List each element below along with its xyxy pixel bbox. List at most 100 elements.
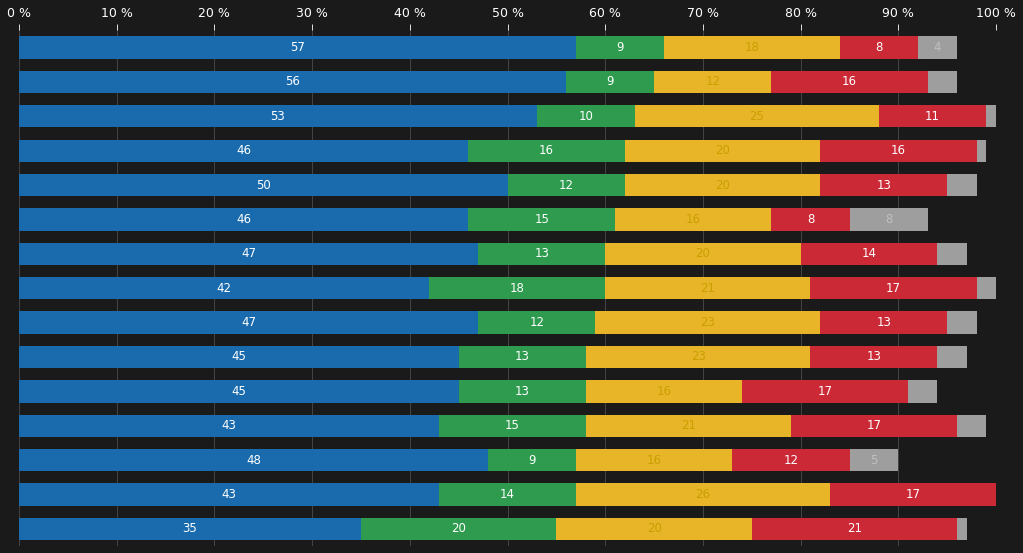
Text: 10: 10 [578, 110, 593, 123]
Text: 21: 21 [847, 523, 862, 535]
Text: 17: 17 [817, 385, 833, 398]
Text: 13: 13 [515, 351, 530, 363]
Text: 14: 14 [861, 247, 877, 260]
Bar [810, 277, 977, 299]
Bar [586, 380, 742, 403]
Bar [810, 346, 937, 368]
Text: 8: 8 [885, 213, 892, 226]
Text: 18: 18 [745, 41, 759, 54]
Bar [19, 415, 439, 437]
Text: 25: 25 [749, 110, 764, 123]
Bar [849, 449, 898, 471]
Text: 17: 17 [886, 281, 901, 295]
Text: 21: 21 [681, 419, 696, 432]
Bar [19, 311, 478, 334]
Bar [19, 483, 439, 505]
Bar [439, 415, 586, 437]
Bar [430, 277, 606, 299]
Text: 26: 26 [696, 488, 710, 501]
Text: 4: 4 [934, 41, 941, 54]
Bar [19, 71, 566, 93]
Text: 48: 48 [246, 453, 261, 467]
Bar [576, 36, 664, 59]
Text: 45: 45 [231, 385, 247, 398]
Bar [586, 346, 810, 368]
Bar [606, 243, 801, 265]
Bar [615, 208, 771, 231]
Bar [840, 36, 918, 59]
Text: 35: 35 [182, 523, 197, 535]
Text: 47: 47 [241, 316, 256, 329]
Bar [361, 518, 557, 540]
Text: 47: 47 [241, 247, 256, 260]
Text: 13: 13 [534, 247, 549, 260]
Bar [958, 518, 967, 540]
Text: 15: 15 [505, 419, 520, 432]
Bar [458, 346, 586, 368]
Bar [586, 415, 791, 437]
Bar [557, 518, 752, 540]
Text: 17: 17 [905, 488, 921, 501]
Text: 16: 16 [842, 75, 857, 88]
Text: 16: 16 [657, 385, 671, 398]
Bar [19, 449, 488, 471]
Bar [19, 243, 478, 265]
Text: 9: 9 [528, 453, 536, 467]
Text: 23: 23 [701, 316, 715, 329]
Bar [19, 346, 458, 368]
Text: 9: 9 [616, 41, 624, 54]
Text: 13: 13 [866, 351, 882, 363]
Bar [937, 243, 967, 265]
Text: 16: 16 [891, 144, 906, 157]
Bar [19, 36, 576, 59]
Bar [576, 483, 830, 505]
Bar [576, 449, 732, 471]
Bar [625, 174, 820, 196]
Bar [664, 36, 840, 59]
Text: 46: 46 [236, 213, 252, 226]
Bar [19, 208, 469, 231]
Bar [469, 208, 615, 231]
Bar [947, 311, 977, 334]
Text: 57: 57 [290, 41, 305, 54]
Text: 56: 56 [285, 75, 300, 88]
Text: 16: 16 [685, 213, 701, 226]
Text: 15: 15 [534, 213, 549, 226]
Bar [977, 139, 986, 162]
Bar [634, 105, 879, 128]
Bar [849, 208, 928, 231]
Text: 45: 45 [231, 351, 247, 363]
Bar [742, 380, 908, 403]
Text: 12: 12 [784, 453, 798, 467]
Bar [752, 518, 958, 540]
Bar [469, 139, 625, 162]
Bar [771, 71, 928, 93]
Text: 12: 12 [529, 316, 544, 329]
Text: 13: 13 [515, 385, 530, 398]
Text: 20: 20 [647, 523, 662, 535]
Bar [458, 380, 586, 403]
Text: 20: 20 [715, 144, 730, 157]
Bar [732, 449, 849, 471]
Text: 12: 12 [559, 179, 574, 191]
Bar [918, 36, 958, 59]
Text: 46: 46 [236, 144, 252, 157]
Text: 8: 8 [807, 213, 814, 226]
Text: 20: 20 [715, 179, 730, 191]
Text: 17: 17 [866, 419, 882, 432]
Bar [996, 483, 1006, 505]
Bar [606, 277, 810, 299]
Bar [820, 311, 947, 334]
Text: 11: 11 [925, 110, 940, 123]
Text: 16: 16 [539, 144, 554, 157]
Text: 20: 20 [451, 523, 466, 535]
Bar [977, 277, 996, 299]
Bar [820, 174, 947, 196]
Text: 5: 5 [871, 453, 878, 467]
Text: 43: 43 [222, 488, 236, 501]
Bar [879, 105, 986, 128]
Bar [771, 208, 849, 231]
Text: 42: 42 [217, 281, 231, 295]
Bar [537, 105, 634, 128]
Text: 50: 50 [256, 179, 271, 191]
